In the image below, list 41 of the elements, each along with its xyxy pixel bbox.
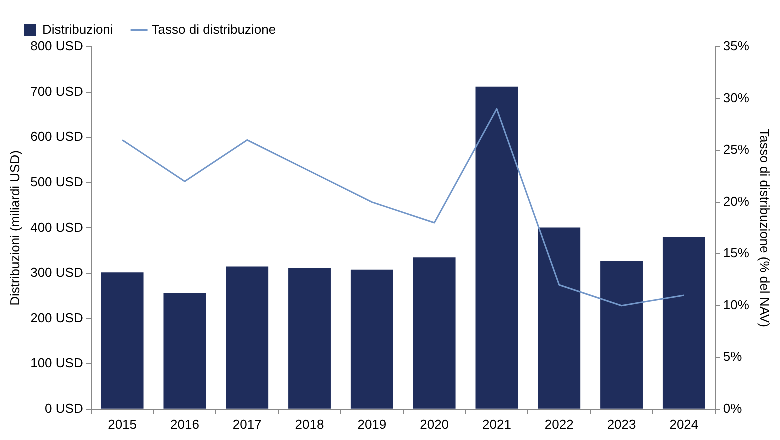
y-tick-label: 300 USD (30, 265, 84, 280)
y2-tick-label: 25% (723, 142, 750, 158)
x-tick-label: 2015 (108, 416, 138, 432)
bar (164, 293, 206, 409)
bar (413, 258, 456, 409)
y-tick-label: 600 USD (30, 129, 84, 144)
bar (538, 228, 581, 409)
legend-label: Tasso di distribuzione (152, 22, 276, 38)
x-tick-label: 2019 (358, 416, 387, 432)
x-tick-label: 2024 (670, 416, 699, 432)
y-axis-title: Distribuzioni (miliardi USD) (7, 150, 22, 306)
x-tick-label: 2022 (544, 416, 574, 432)
y2-tick-label: 0% (723, 400, 743, 416)
legend-label: Distribuzioni (42, 22, 114, 38)
bar (288, 268, 331, 409)
y2-tick-label: 15% (723, 246, 750, 261)
bar (600, 261, 643, 409)
y-tick-label: 800 USD (30, 38, 84, 54)
bar (101, 272, 144, 409)
y-tick-label: 100 USD (30, 356, 84, 371)
y2-tick-label: 35% (723, 38, 750, 54)
y2-tick-label: 30% (723, 90, 750, 106)
y2-tick-label: 20% (723, 194, 750, 209)
x-tick-label: 2016 (170, 416, 200, 432)
y-tick-label: 500 USD (30, 174, 84, 190)
y-tick-label: 700 USD (30, 84, 84, 99)
x-tick-label: 2020 (420, 416, 450, 432)
y-tick-label: 0 USD (45, 400, 84, 416)
bar (350, 270, 394, 409)
y2-tick-label: 5% (723, 349, 743, 364)
x-tick-label: 2021 (482, 416, 512, 432)
y2-tick-label: 10% (723, 297, 750, 312)
x-tick-label: 2018 (295, 416, 324, 432)
y2-axis-title: Tasso di distribuzione (% del NAV) (758, 128, 773, 328)
bar (662, 237, 706, 409)
bar (476, 86, 518, 409)
y-tick-label: 200 USD (30, 310, 84, 326)
bar (226, 266, 269, 409)
x-tick-label: 2023 (607, 416, 636, 432)
x-tick-label: 2017 (232, 416, 262, 432)
y-tick-label: 400 USD (30, 220, 84, 235)
